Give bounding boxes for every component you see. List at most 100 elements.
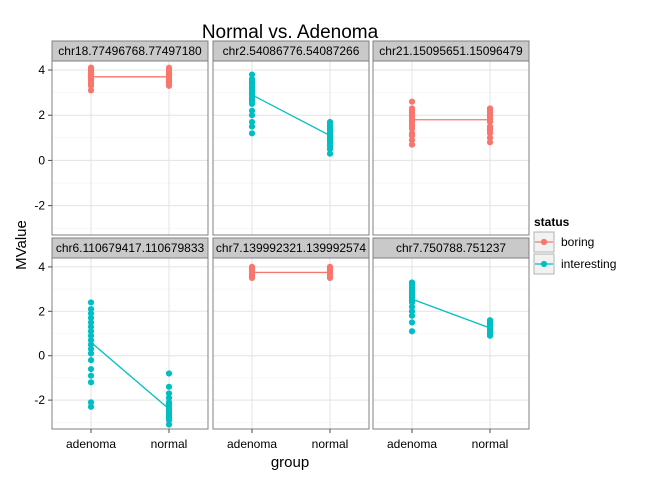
data-point-adenoma: [408, 130, 416, 137]
data-point-adenoma: [87, 365, 95, 373]
data-point-adenoma: [87, 323, 95, 330]
legend: status boring interesting: [533, 215, 616, 275]
data-point-adenoma: [87, 310, 95, 317]
data-point-normal: [486, 134, 494, 141]
x-tick-label-normal: normal: [472, 437, 509, 451]
facet-panel-chr6-110679417-110679833: chr6.110679417.110679833 -2 0 2 4 adenoma norm…: [34, 237, 209, 451]
data-point-adenoma: [87, 305, 95, 313]
facet-panel-chr7-750788-751237: chr7.750788.751237 adenoma normal: [372, 237, 530, 451]
data-point-adenoma: [87, 379, 95, 386]
data-point-adenoma: [248, 107, 256, 114]
legend-label: interesting: [561, 257, 616, 271]
data-point-adenoma: [248, 118, 256, 126]
panel-border: [212, 257, 370, 430]
panel-background: [213, 258, 369, 429]
facet-strip-label: chr18.77496768.77497180: [58, 44, 202, 58]
panel-background: [373, 258, 529, 429]
y-axis-label: MValue: [13, 220, 30, 270]
x-tick-label-normal: normal: [312, 437, 349, 451]
mean-line-interesting: [90, 341, 170, 410]
facet-strip-label: chr7.139992321.139992574: [216, 241, 366, 255]
data-point-normal: [326, 118, 334, 126]
data-point-adenoma: [87, 337, 95, 344]
facet-panels: chr18.77496768.77497180 -2 0 2 4 chr2.5408677…: [34, 40, 530, 451]
panel-border: [51, 60, 209, 236]
facet-panel-chr2-54086776-54087266: chr2.54086776.54087266: [212, 40, 370, 236]
data-point-adenoma: [408, 312, 416, 319]
facet-strip-label: chr6.110679417.110679833: [56, 241, 205, 255]
legend-item-interesting: interesting: [533, 253, 616, 275]
y-tick-label: 4: [38, 63, 45, 77]
y-tick-label: 0: [38, 153, 45, 167]
data-point-adenoma: [408, 308, 416, 315]
data-point-adenoma: [408, 328, 416, 335]
data-point-adenoma: [87, 87, 95, 94]
data-point-adenoma: [248, 112, 256, 119]
data-point-normal: [486, 139, 494, 146]
data-point-adenoma: [248, 71, 256, 78]
panel-background: [52, 61, 208, 235]
data-point-adenoma: [87, 319, 95, 326]
panel-border: [212, 60, 370, 236]
y-tick-label: 2: [38, 108, 45, 122]
data-point-adenoma: [87, 328, 95, 335]
legend-key-point: [540, 238, 548, 246]
legend-item-boring: boring: [533, 231, 594, 253]
data-point-normal: [165, 64, 173, 71]
facet-panel-chr18-77496768-77497180: chr18.77496768.77497180 -2 0 2 4: [34, 40, 209, 236]
data-point-adenoma: [408, 279, 416, 286]
data-point-normal: [165, 390, 173, 397]
data-point-normal: [165, 421, 173, 428]
data-point-adenoma: [87, 399, 95, 406]
x-tick-label-adenoma: adenoma: [387, 437, 437, 451]
panel-background: [52, 258, 208, 429]
x-tick-label-adenoma: adenoma: [227, 437, 277, 451]
data-point-normal: [326, 150, 334, 157]
legend-key-point: [540, 260, 548, 268]
facet-strip-label: chr21.15095651.15096479: [379, 44, 523, 58]
data-point-adenoma: [408, 141, 416, 148]
data-point-normal: [486, 105, 494, 112]
data-point-adenoma: [87, 332, 95, 339]
panel-border: [51, 257, 209, 430]
y-tick-label: 4: [38, 260, 45, 274]
x-tick-label-normal: normal: [151, 437, 188, 451]
data-point-adenoma: [87, 299, 95, 306]
data-point-adenoma: [408, 303, 416, 310]
data-point-adenoma: [408, 105, 416, 112]
facet-strip-label: chr2.54086776.54087266: [223, 44, 360, 58]
data-point-adenoma: [87, 357, 95, 364]
data-point-adenoma: [408, 136, 416, 144]
facet-panel-chr7-139992321-139992574: chr7.139992321.139992574 adenoma normal: [212, 237, 370, 451]
y-tick-label: 2: [38, 304, 45, 318]
legend-label: boring: [561, 235, 594, 249]
data-point-normal: [486, 317, 494, 324]
data-point-normal: [165, 394, 173, 402]
y-tick-label: -2: [34, 393, 45, 407]
data-point-adenoma: [87, 314, 95, 322]
x-axis-label: group: [271, 454, 309, 471]
data-point-adenoma: [248, 123, 256, 130]
data-point-adenoma: [408, 319, 416, 326]
data-point-adenoma: [87, 341, 95, 348]
data-point-adenoma: [87, 372, 95, 379]
data-point-normal: [165, 399, 173, 406]
x-tick-label-adenoma: adenoma: [66, 437, 116, 451]
data-point-adenoma: [408, 98, 416, 105]
mean-line-interesting: [411, 298, 491, 329]
data-point-normal: [165, 370, 173, 377]
data-point-adenoma: [87, 64, 95, 71]
data-point-adenoma: [248, 263, 256, 270]
y-tick-label: 0: [38, 349, 45, 363]
data-point-adenoma: [87, 345, 95, 353]
data-point-normal: [165, 383, 173, 390]
data-point-adenoma: [248, 130, 256, 137]
legend-title: status: [534, 215, 570, 229]
data-point-adenoma: [248, 75, 256, 83]
y-tick-label: -2: [34, 199, 45, 213]
mean-line-interesting: [251, 94, 331, 137]
panel-border: [372, 257, 530, 430]
chart-title: Normal vs. Adenoma: [202, 22, 379, 43]
panel-background: [373, 61, 529, 235]
